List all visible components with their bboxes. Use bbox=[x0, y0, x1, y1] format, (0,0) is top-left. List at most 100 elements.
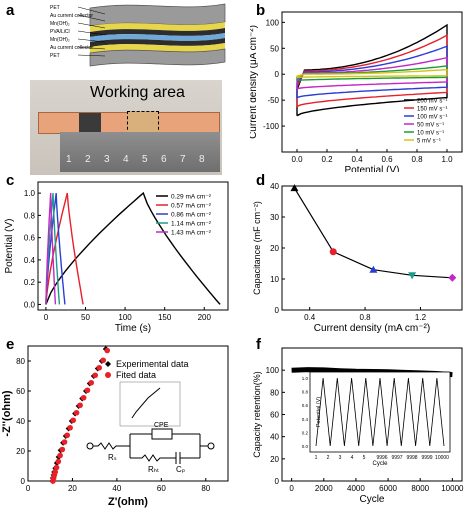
x-tick-label: 0 bbox=[44, 313, 49, 322]
inset-waveform bbox=[315, 377, 445, 447]
fit-point bbox=[104, 347, 111, 354]
plot-frame bbox=[281, 185, 463, 311]
layer-label: PVA/LiCl bbox=[50, 29, 70, 35]
capacitance-point bbox=[408, 272, 417, 280]
inset-x-tick: 3 bbox=[339, 455, 342, 461]
circuit-label: Rₛ bbox=[108, 453, 117, 462]
device-schematic: PET Au current collector Mn(OH)₂ PVA/LiCl Mn… bbox=[50, 3, 226, 67]
cv-curve-4 bbox=[296, 65, 448, 82]
panel-label-f: f bbox=[256, 336, 261, 353]
x-tick-label: 0.6 bbox=[381, 155, 393, 164]
fit-point bbox=[77, 402, 83, 409]
fit-point bbox=[96, 364, 103, 371]
fit-point bbox=[61, 439, 68, 445]
y-tick-label: 100 bbox=[266, 366, 280, 375]
x-tick-label: 6000 bbox=[379, 484, 397, 493]
inset-y-tick: 0.8 bbox=[302, 390, 309, 395]
y-tick-label: 1.0 bbox=[24, 189, 36, 198]
fit-point bbox=[52, 469, 59, 475]
layer-pointer bbox=[77, 46, 106, 50]
panel-label-d: d bbox=[256, 172, 266, 189]
plot-frame bbox=[281, 11, 463, 153]
legend-entry: 150 mV s⁻¹ bbox=[417, 107, 448, 113]
x-tick-label: 0.4 bbox=[351, 155, 363, 164]
inset-y-tick: 0.4 bbox=[302, 417, 309, 422]
inset-x-tick: 4 bbox=[351, 455, 354, 461]
y-tick-label: 0.8 bbox=[24, 211, 36, 220]
cv-curve-5 bbox=[296, 68, 448, 78]
fit-point bbox=[70, 417, 77, 424]
circuit-label: CPE bbox=[154, 422, 169, 429]
legend-marker bbox=[105, 372, 111, 378]
y-tick-label: 40 bbox=[16, 417, 25, 426]
device-photo: Working area 1 2 3 4 5 6 7 8 bbox=[30, 80, 222, 175]
x-tick-label: 0.0 bbox=[291, 155, 303, 164]
ruler-number: 1 bbox=[66, 154, 72, 165]
y-axis-label: Potential (V) bbox=[4, 218, 15, 273]
layer-pointer bbox=[77, 38, 106, 43]
x-tick-label: 2000 bbox=[315, 484, 333, 493]
inset-y-tick: 0.2 bbox=[302, 430, 309, 435]
x-tick-label: 1.2 bbox=[415, 313, 427, 322]
x-tick-label: 20 bbox=[68, 484, 77, 493]
x-tick-label: 80 bbox=[201, 484, 210, 493]
y-tick-label: 80 bbox=[16, 357, 25, 366]
chart-e-nyquist: 0 20 40 60 80 0 20 40 60 80 Z'(ohm) -Z''(ohm) Experi… bbox=[1, 345, 229, 508]
x-tick-label: 0 bbox=[289, 484, 294, 493]
y-tick-label: 100 bbox=[266, 18, 280, 27]
layer-pointer bbox=[77, 54, 106, 57]
inset-y-tick: 0.0 bbox=[302, 444, 309, 449]
x-tick-label: 4000 bbox=[347, 484, 365, 493]
circuit-terminal bbox=[86, 442, 94, 450]
inset-frame bbox=[309, 371, 451, 453]
y-tick-label: 80 bbox=[270, 388, 279, 397]
legend-entry: 100 mV s⁻¹ bbox=[417, 115, 448, 121]
legend-entry: 50 mV s⁻¹ bbox=[417, 123, 444, 129]
chart-c-gcd: 0 50 100 150 200 0.0 0.2 0.4 0.6 0.8 1.0 Time (s) Po… bbox=[4, 181, 229, 334]
circuit-node bbox=[199, 434, 208, 458]
gcd-curve-3 bbox=[45, 193, 61, 305]
fit-point bbox=[92, 372, 99, 379]
ruler-number: 4 bbox=[123, 154, 129, 165]
legend-entry: Experimental data bbox=[116, 359, 189, 369]
y-tick-label: 0.4 bbox=[24, 256, 36, 265]
y-tick-label: 0 bbox=[275, 477, 280, 486]
x-tick-label: 40 bbox=[112, 484, 121, 493]
y-tick-label: 40 bbox=[270, 433, 279, 442]
layer-label: Mn(OH)₂ bbox=[50, 37, 70, 43]
inset-curve bbox=[131, 387, 161, 419]
x-axis-label: Current density (mA cm⁻²) bbox=[314, 323, 430, 334]
x-tick-label: 0.8 bbox=[411, 155, 423, 164]
layer-label: Au current collector bbox=[50, 13, 93, 19]
legend-entry: 0.86 mA cm⁻² bbox=[171, 212, 212, 219]
ruler-number: 7 bbox=[180, 154, 186, 165]
x-tick-label: 10000 bbox=[441, 484, 464, 493]
panel-label-b: b bbox=[256, 2, 266, 19]
legend-entry: 5 mV s⁻¹ bbox=[417, 139, 441, 145]
legend-entry: Fited data bbox=[116, 370, 156, 380]
y-tick-label: -50 bbox=[267, 96, 279, 105]
inset-x-tick: 2 bbox=[327, 455, 330, 461]
fit-point bbox=[73, 409, 80, 416]
y-tick-label: 0.0 bbox=[24, 300, 36, 309]
circuit-branch bbox=[130, 452, 200, 464]
layer-pointer bbox=[77, 30, 106, 36]
y-tick-label: 0.6 bbox=[24, 234, 36, 243]
fit-point bbox=[53, 464, 60, 471]
layer-pointer bbox=[77, 6, 106, 15]
y-tick-label: 0.2 bbox=[24, 278, 36, 287]
legend-entry: 0.29 mA cm⁻² bbox=[171, 194, 212, 201]
x-tick-label: 8000 bbox=[411, 484, 429, 493]
ruler: 1 2 3 4 5 6 7 8 bbox=[60, 132, 220, 172]
y-tick-label: 60 bbox=[16, 387, 25, 396]
plot-frame bbox=[37, 181, 229, 311]
capacitance-point bbox=[448, 273, 457, 282]
layer-label: PET bbox=[50, 5, 60, 11]
fit-point bbox=[88, 379, 95, 386]
ruler-number: 5 bbox=[142, 154, 148, 165]
y-tick-label: -100 bbox=[263, 122, 280, 131]
y-tick-label: 0 bbox=[275, 306, 280, 315]
x-tick-label: 200 bbox=[198, 313, 212, 322]
y-tick-label: 50 bbox=[270, 44, 279, 53]
cv-curve-0 bbox=[296, 23, 448, 117]
